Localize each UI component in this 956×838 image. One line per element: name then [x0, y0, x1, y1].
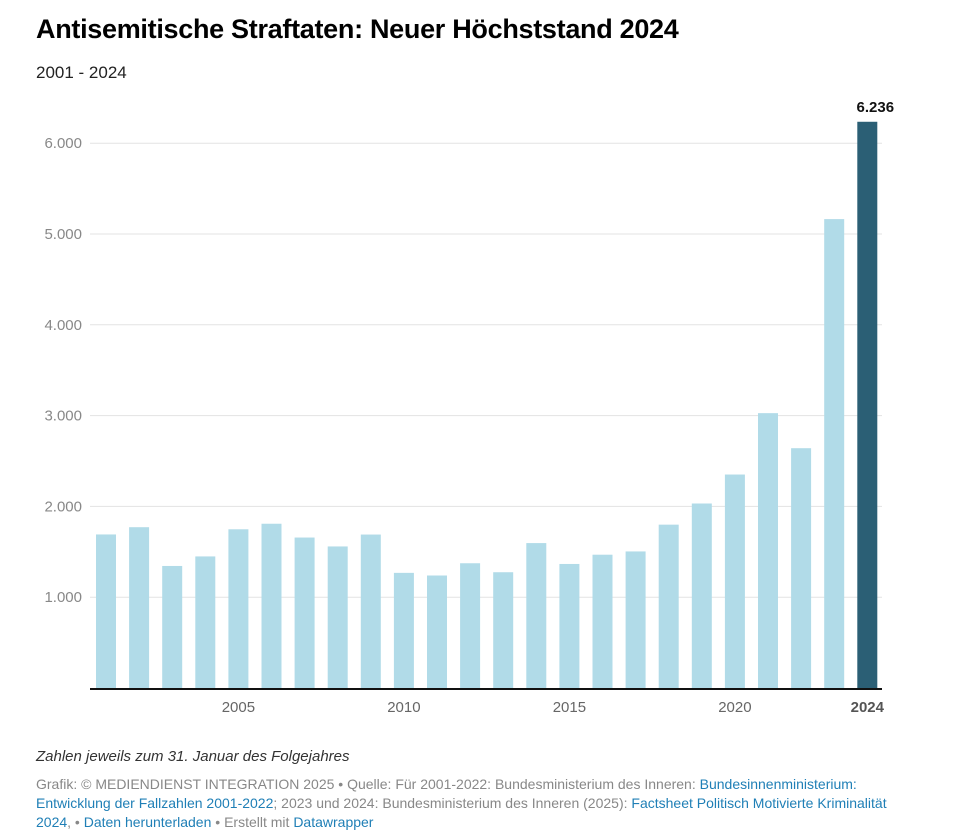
- bar-2013[interactable]: [493, 572, 514, 688]
- x-tick-label: 2010: [387, 699, 420, 716]
- bar-2010[interactable]: [393, 572, 414, 688]
- footer-source-2: ; 2023 und 2024: Bundesministerium des I…: [273, 795, 632, 811]
- bar-2023[interactable]: [824, 219, 845, 688]
- bar-2016[interactable]: [592, 554, 613, 688]
- y-tick-label: 6.000: [44, 135, 82, 152]
- bar-2024[interactable]: [857, 121, 878, 689]
- download-data-link[interactable]: Daten herunterladen: [83, 814, 212, 830]
- bar-2001[interactable]: [96, 534, 116, 688]
- y-tick-label: 5.000: [44, 226, 82, 243]
- bar-2017[interactable]: [625, 551, 646, 688]
- bar-2006[interactable]: [261, 523, 282, 688]
- bar-2003[interactable]: [162, 565, 183, 688]
- bar-2020[interactable]: [724, 474, 745, 688]
- bar-2014[interactable]: [526, 543, 547, 688]
- gridlines: [90, 142, 882, 598]
- bar-2005[interactable]: [228, 529, 249, 688]
- bar-2009[interactable]: [360, 534, 381, 688]
- bar-2002[interactable]: [129, 527, 150, 688]
- x-tick-label: 2024: [851, 699, 885, 716]
- chart-subtitle: 2001 - 2024: [36, 63, 127, 82]
- bar-2022[interactable]: [791, 448, 812, 688]
- chart-title: Antisemitische Straftaten: Neuer Höchsts…: [36, 14, 679, 44]
- value-labels: 6.236: [857, 99, 895, 116]
- x-axis-ticks: 2005 2010 2015 2020 2024: [222, 699, 885, 716]
- y-tick-label: 4.000: [44, 317, 82, 334]
- y-tick-label: 1.000: [44, 589, 82, 606]
- bar-2021[interactable]: [758, 413, 778, 688]
- bar-2019[interactable]: [691, 503, 712, 688]
- x-tick-label: 2015: [553, 699, 586, 716]
- y-tick-label: 3.000: [44, 408, 82, 425]
- y-axis-ticks: 1.000 2.000 3.000 4.000 5.000 6.000: [44, 135, 82, 606]
- bars: [90, 121, 882, 690]
- bar-2012[interactable]: [460, 563, 481, 688]
- bar-2011[interactable]: [427, 575, 447, 688]
- bar-2018[interactable]: [658, 524, 679, 688]
- x-tick-label: 2005: [222, 699, 255, 716]
- footer-made-with: • Erstellt mit: [211, 814, 294, 830]
- footer-credit: Grafik: © MEDIENDIENST INTEGRATION 2025 …: [36, 776, 700, 792]
- y-tick-label: 2.000: [44, 498, 82, 515]
- chart-footer: Grafik: © MEDIENDIENST INTEGRATION 2025 …: [36, 775, 906, 832]
- chart-note: Zahlen jeweils zum 31. Januar des Folgej…: [36, 748, 350, 765]
- bar-2004[interactable]: [195, 556, 216, 688]
- source-link-factsheet[interactable]: Factsheet Politisch Motivierte Kriminali…: [36, 795, 887, 830]
- datawrapper-link[interactable]: Datawrapper: [293, 814, 374, 830]
- bar-2015[interactable]: [559, 563, 580, 688]
- x-tick-label: 2020: [718, 699, 751, 716]
- source-link-bmi[interactable]: Bundesinnenministerium: Entwicklung der …: [36, 776, 857, 811]
- footer-sep: , •: [67, 814, 84, 830]
- bar-2007[interactable]: [294, 537, 315, 688]
- bar-2008[interactable]: [327, 546, 348, 688]
- value-label-2024: 6.236: [857, 99, 895, 116]
